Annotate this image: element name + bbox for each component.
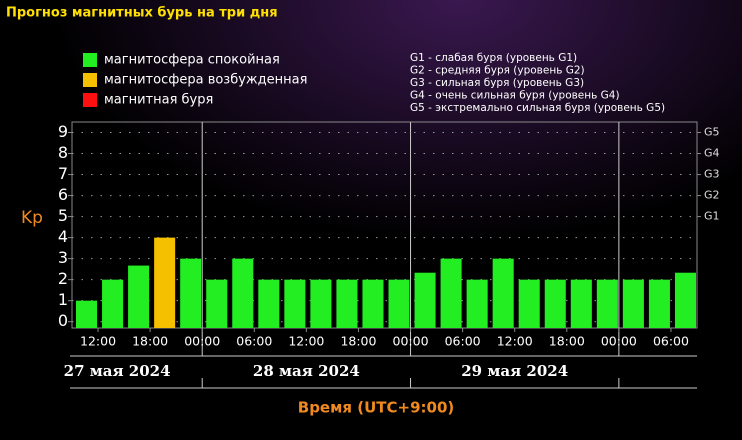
day-label: 27 мая 2024 [64,362,171,380]
x-tick-label: 06:00 [236,334,272,349]
bar [284,279,306,328]
storm-level-label: G1 [704,210,720,223]
storm-level-text: G2 - средняя буря (уровень G2) [410,65,585,77]
plot-frame [71,121,698,329]
bar [362,279,384,328]
chart-title: Прогноз магнитных бурь на три дня [6,6,278,21]
storm-level-label: G5 [704,126,720,139]
bar [518,279,540,328]
legend-label: магнитосфера спокойная [104,53,280,68]
bar [440,258,462,328]
storm-level-label: G3 [704,168,720,181]
storm-level-text: G1 - слабая буря (уровень G1) [410,52,577,64]
bar [258,279,280,328]
x-tick-label: 00:00 [184,334,220,349]
y-tick-label: 7 [58,164,68,183]
bar [76,300,98,328]
bar [466,279,488,328]
bar [336,279,358,328]
storm-level-label: G4 [704,147,720,160]
y-tick-label: 0 [58,311,68,330]
bar [310,279,332,328]
bar [102,279,124,328]
day-label: 28 мая 2024 [253,362,360,380]
bar [206,279,228,328]
x-tick-label: 06:00 [653,334,689,349]
bar [544,279,566,328]
y-tick-label: 2 [58,269,68,288]
bar [180,258,202,328]
x-tick-label: 06:00 [445,334,481,349]
y-axis-label: Kp [21,208,43,228]
day-label: 29 мая 2024 [461,362,568,380]
legend-label: магнитосфера возбужденная [104,73,307,88]
x-tick-label: 00:00 [393,334,429,349]
storm-level-text: G4 - очень сильная буря (уровень G4) [410,90,620,102]
x-tick-label: 18:00 [549,334,585,349]
bar [414,272,436,328]
y-tick-label: 5 [58,206,68,225]
bar [492,258,514,328]
y-tick-label: 1 [58,290,68,309]
bar [388,279,410,328]
y-tick-label: 4 [58,227,68,246]
bar [622,279,644,328]
x-tick-label: 12:00 [288,334,324,349]
bar [128,265,150,328]
y-tick-label: 6 [58,185,68,204]
y-tick-label: 9 [58,122,68,141]
x-tick-label: 12:00 [497,334,533,349]
legend-swatch [83,73,97,87]
bar [674,272,696,328]
storm-level-text: G5 - экстремально сильная буря (уровень … [410,102,665,114]
x-tick-label: 18:00 [340,334,376,349]
storm-level-text: G3 - сильная буря (уровень G3) [410,77,584,89]
x-tick-label: 18:00 [132,334,168,349]
storm-level-label: G2 [704,189,720,202]
x-tick-label: 12:00 [80,334,116,349]
legend-label: магнитная буря [104,93,213,108]
bar [232,258,254,328]
y-tick-label: 3 [58,248,68,267]
legend-swatch [83,93,97,107]
bar [648,279,670,328]
x-tick-label: 00:00 [601,334,637,349]
y-tick-label: 8 [58,143,68,162]
bar [154,237,176,328]
legend-swatch [83,53,97,67]
x-axis-label: Время (UTC+9:00) [298,399,454,417]
bar [596,279,618,328]
bar [570,279,592,328]
